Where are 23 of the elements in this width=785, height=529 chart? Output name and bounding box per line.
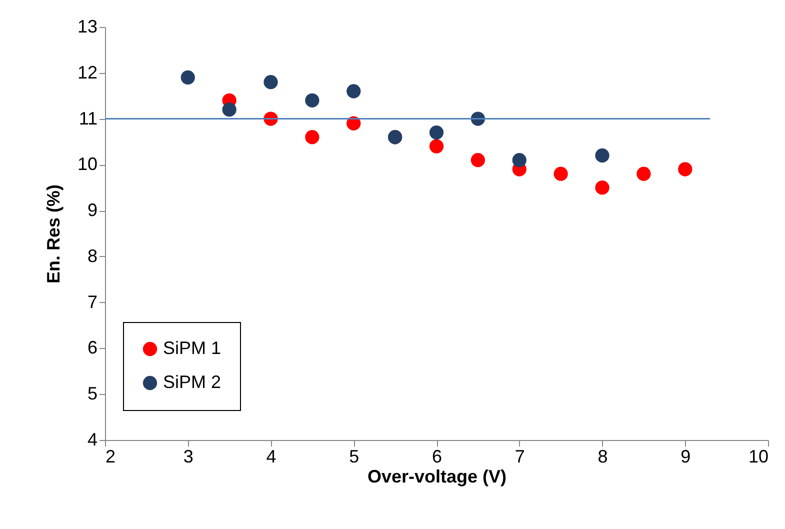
x-tick-label: 7 [514, 446, 525, 466]
y-axis-title: En. Res (%) [43, 184, 64, 284]
y-tick-label: 12 [77, 62, 98, 82]
x-tick-label: 9 [680, 446, 691, 466]
y-tick-label: 7 [87, 292, 98, 312]
legend-label: SiPM 1 [163, 338, 222, 358]
y-tick-label: 11 [78, 108, 98, 128]
y-tick-label: 5 [87, 384, 98, 404]
x-tick-label: 10 [748, 446, 768, 466]
x-tick-label: 3 [183, 446, 194, 466]
legend-label: SiPM 2 [163, 372, 222, 392]
x-axis-title: Over-voltage (V) [367, 466, 507, 486]
x-tick-label: 4 [266, 446, 276, 466]
x-tick-label: 2 [106, 446, 116, 466]
x-tick-label: 8 [598, 446, 608, 466]
y-tick-label: 10 [77, 154, 98, 174]
y-tick-label: 4 [87, 430, 98, 450]
x-tick-label: 5 [349, 446, 360, 466]
y-tick-label: 13 [77, 16, 98, 36]
y-tick-label: 9 [87, 200, 98, 220]
y-tick-label: 8 [87, 246, 98, 266]
y-tick-label: 6 [87, 338, 98, 358]
x-tick-label: 6 [432, 446, 442, 466]
